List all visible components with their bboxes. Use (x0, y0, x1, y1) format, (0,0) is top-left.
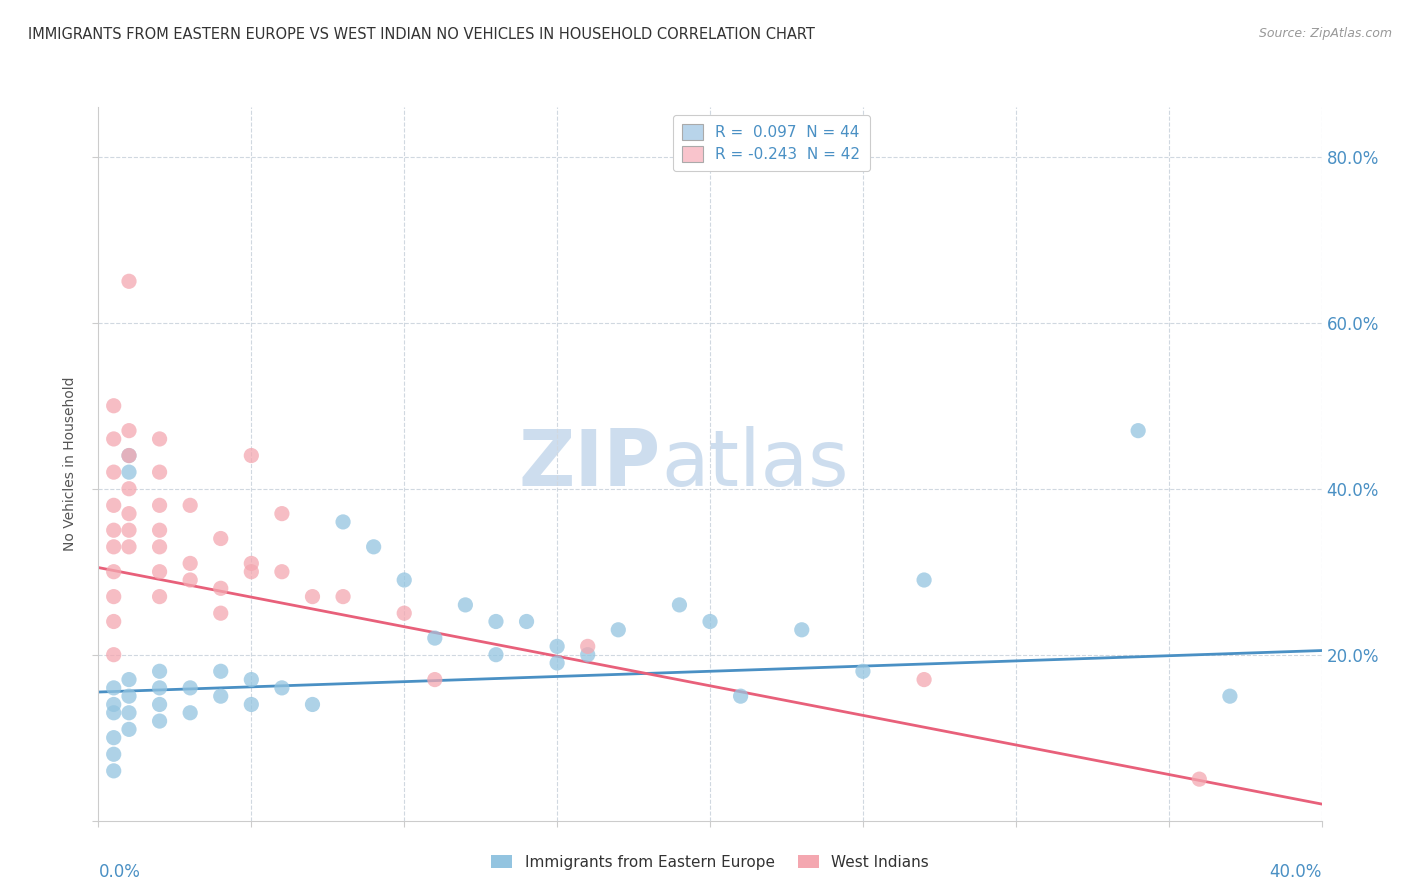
Point (118, 465, 141, 479)
Point (240, 449, 263, 463)
Point (576, 648, 599, 662)
Point (118, 723, 141, 737)
Point (852, 665, 875, 679)
Point (118, 706, 141, 720)
Point (912, 573, 935, 587)
Point (103, 540, 125, 554)
Point (363, 540, 385, 554)
Point (516, 615, 538, 629)
Point (149, 432, 172, 446)
Point (149, 499, 172, 513)
Point (209, 606, 232, 620)
Point (149, 714, 172, 728)
Point (270, 681, 292, 695)
Point (103, 706, 125, 720)
Point (118, 689, 141, 703)
Point (118, 449, 141, 463)
Point (209, 665, 232, 679)
Point (118, 507, 141, 521)
Point (118, 449, 141, 463)
Text: 40.0%: 40.0% (1270, 863, 1322, 881)
Point (103, 499, 125, 513)
Point (240, 698, 263, 712)
Point (103, 523, 125, 537)
Point (423, 631, 446, 645)
Point (485, 615, 508, 629)
Point (149, 681, 172, 695)
Point (118, 523, 141, 537)
Text: ZIP: ZIP (519, 425, 661, 502)
Point (118, 540, 141, 554)
Point (179, 499, 201, 513)
Text: atlas: atlas (661, 425, 849, 502)
Point (1188, 772, 1211, 786)
Point (270, 507, 292, 521)
Point (270, 565, 292, 579)
Point (103, 432, 125, 446)
Point (209, 582, 232, 596)
Point (240, 557, 263, 571)
Point (240, 565, 263, 579)
Point (103, 465, 125, 479)
Point (149, 540, 172, 554)
Text: 0.0%: 0.0% (98, 863, 141, 881)
Point (103, 764, 125, 778)
Point (607, 623, 630, 637)
Point (546, 656, 568, 670)
Point (118, 424, 141, 438)
Point (790, 623, 813, 637)
Point (179, 557, 201, 571)
Text: IMMIGRANTS FROM EASTERN EUROPE VS WEST INDIAN NO VEHICLES IN HOUSEHOLD CORRELATI: IMMIGRANTS FROM EASTERN EUROPE VS WEST I… (28, 27, 815, 42)
Y-axis label: No Vehicles in Household: No Vehicles in Household (63, 376, 77, 551)
Point (301, 590, 323, 604)
Point (103, 681, 125, 695)
Point (485, 648, 508, 662)
Point (103, 565, 125, 579)
Point (301, 698, 323, 712)
Point (179, 706, 201, 720)
Point (392, 606, 416, 620)
Point (179, 681, 201, 695)
Point (103, 615, 125, 629)
Point (149, 523, 172, 537)
Point (149, 590, 172, 604)
Point (240, 673, 263, 687)
Point (730, 689, 752, 703)
Point (149, 698, 172, 712)
Point (668, 598, 690, 612)
Point (912, 673, 935, 687)
Point (118, 673, 141, 687)
Point (103, 399, 125, 413)
Point (546, 640, 568, 654)
Point (103, 648, 125, 662)
Point (103, 747, 125, 762)
Point (118, 482, 141, 496)
Point (149, 465, 172, 479)
Point (209, 689, 232, 703)
Point (332, 590, 354, 604)
Point (699, 615, 721, 629)
Point (149, 565, 172, 579)
Point (576, 640, 599, 654)
Text: Source: ZipAtlas.com: Source: ZipAtlas.com (1258, 27, 1392, 40)
Point (118, 274, 141, 288)
Point (1128, 424, 1150, 438)
Legend: Immigrants from Eastern Europe, West Indians: Immigrants from Eastern Europe, West Ind… (484, 847, 936, 877)
Point (179, 573, 201, 587)
Point (209, 532, 232, 546)
Point (392, 573, 416, 587)
Point (1219, 689, 1241, 703)
Point (103, 590, 125, 604)
Point (103, 731, 125, 745)
Point (103, 698, 125, 712)
Point (332, 515, 354, 529)
Point (454, 598, 477, 612)
Point (149, 665, 172, 679)
Point (423, 673, 446, 687)
